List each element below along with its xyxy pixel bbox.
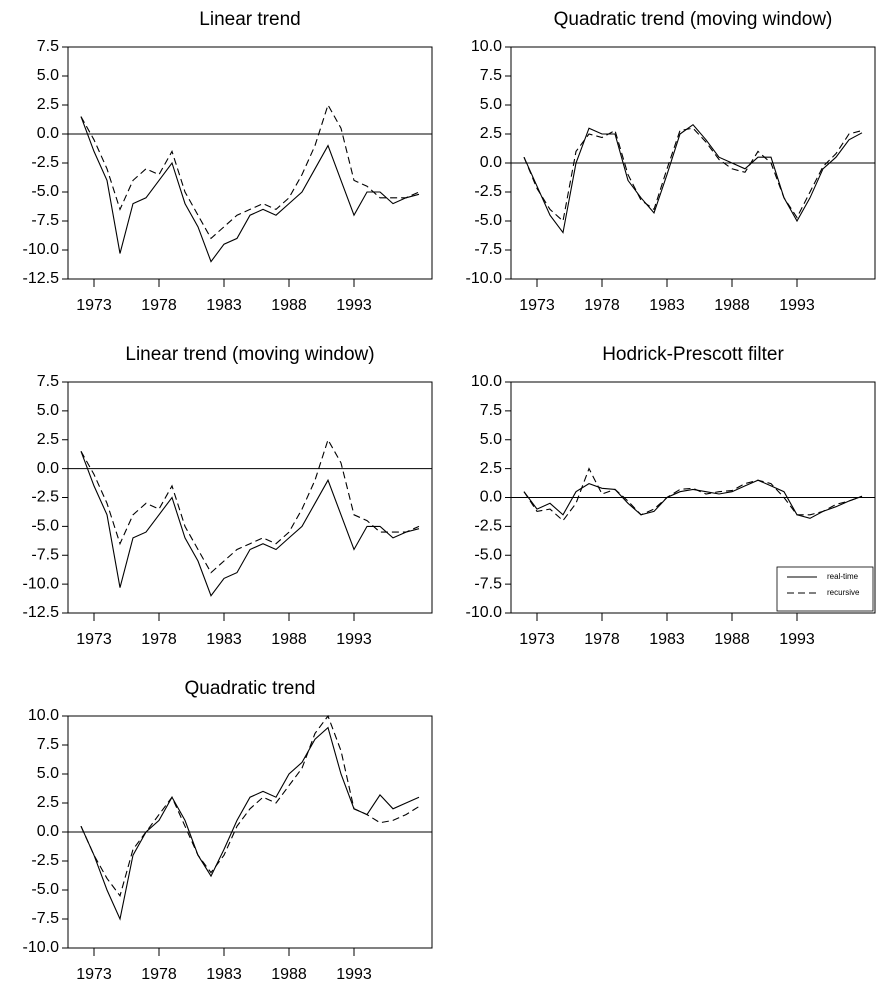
x-tick-label: 1973 [76,631,112,648]
legend-box [776,566,874,612]
y-tick-label: 7.5 [37,373,59,390]
x-tick-label: 1988 [271,631,307,648]
y-tick-label: -7.5 [31,910,59,927]
x-tick-label: 1983 [206,631,242,648]
chart-title: Linear trend (moving window) [125,344,374,365]
x-tick-label: 1973 [519,297,555,314]
data-line [80,103,420,240]
y-tick-label: -5.0 [474,212,502,229]
y-tick-label: 2.5 [480,460,502,477]
y-tick-label: -2.5 [31,154,59,171]
y-tick-label: -2.5 [474,183,502,200]
data-line [523,467,863,522]
x-tick-label: 1973 [519,631,555,648]
data-line [80,451,420,597]
y-tick-label: -12.5 [23,270,60,287]
chart-title: Hodrick-Prescott filter [602,344,784,365]
legend-label: real-time [827,572,859,581]
y-tick-label: 5.0 [37,765,59,782]
y-tick-label: -7.5 [31,212,59,229]
y-tick-label: 5.0 [480,431,502,448]
x-tick-label: 1983 [206,966,242,983]
x-tick-label: 1978 [584,297,620,314]
y-tick-label: -10.0 [23,241,60,258]
y-tick-label: 2.5 [37,96,59,113]
y-tick-label: -2.5 [31,489,59,506]
x-tick-label: 1993 [779,631,815,648]
y-tick-label: -2.5 [31,852,59,869]
y-tick-label: 2.5 [37,431,59,448]
x-tick-label: 1983 [649,631,685,648]
y-tick-label: 0.0 [37,460,59,477]
data-line [523,127,863,223]
y-tick-label: 7.5 [480,402,502,419]
chart-title: Quadratic trend (moving window) [554,9,833,30]
data-line [80,714,420,898]
data-line [523,479,863,519]
y-tick-label: 2.5 [37,794,59,811]
y-tick-label: 10.0 [471,373,502,390]
y-tick-label: 0.0 [480,489,502,506]
x-tick-label: 1978 [141,631,177,648]
x-tick-label: 1978 [141,966,177,983]
data-line [523,123,863,234]
y-tick-label: 5.0 [37,67,59,84]
y-tick-label: -10.0 [23,939,60,956]
y-tick-label: -5.0 [474,546,502,563]
x-tick-label: 1978 [141,297,177,314]
y-tick-label: 7.5 [37,38,59,55]
y-tick-label: 0.0 [37,125,59,142]
y-tick-label: -12.5 [23,604,60,621]
y-tick-label: -10.0 [23,575,60,592]
y-tick-label: -7.5 [474,241,502,258]
y-tick-label: -5.0 [31,518,59,535]
x-tick-label: 1973 [76,966,112,983]
chart-title: Quadratic trend [185,678,316,699]
data-line [80,726,420,921]
y-tick-label: 10.0 [28,707,59,724]
x-tick-label: 1988 [714,631,750,648]
legend-label: recursive [827,588,860,597]
y-tick-label: 2.5 [480,125,502,142]
y-tick-label: 7.5 [480,67,502,84]
x-tick-label: 1993 [336,966,372,983]
y-tick-label: 0.0 [480,154,502,171]
x-tick-label: 1993 [336,631,372,648]
y-tick-label: -5.0 [31,183,59,200]
y-tick-label: 5.0 [480,96,502,113]
y-tick-label: -10.0 [466,270,503,287]
y-tick-label: 10.0 [471,38,502,55]
x-tick-label: 1988 [271,297,307,314]
y-tick-label: -5.0 [31,881,59,898]
x-tick-label: 1978 [584,631,620,648]
y-tick-label: 0.0 [37,823,59,840]
y-tick-label: 7.5 [37,736,59,753]
x-tick-label: 1973 [76,297,112,314]
x-tick-label: 1983 [649,297,685,314]
x-tick-label: 1983 [206,297,242,314]
x-tick-label: 1988 [271,966,307,983]
x-tick-label: 1988 [714,297,750,314]
x-tick-label: 1993 [336,297,372,314]
data-line [80,116,420,263]
chart-title: Linear trend [199,9,300,30]
y-tick-label: -10.0 [466,604,503,621]
y-tick-label: -7.5 [31,546,59,563]
x-tick-label: 1993 [779,297,815,314]
y-tick-label: 5.0 [37,402,59,419]
data-line [80,438,420,574]
y-tick-label: -2.5 [474,518,502,535]
y-tick-label: -7.5 [474,575,502,592]
